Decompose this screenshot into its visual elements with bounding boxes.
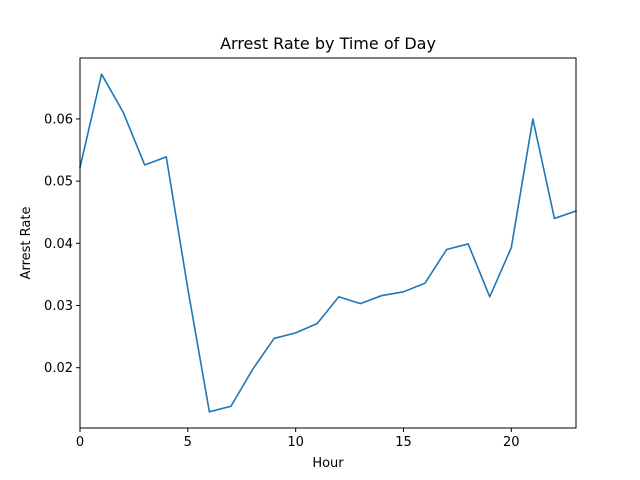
y-tick-label: 0.03	[44, 299, 73, 314]
chart-title: Arrest Rate by Time of Day	[220, 34, 436, 53]
x-tick-label: 20	[503, 435, 520, 450]
x-tick-label: 15	[395, 435, 412, 450]
series-line-0	[79, 73, 578, 413]
x-axis-label: Hour	[312, 456, 344, 471]
y-tick-label: 0.05	[44, 175, 73, 190]
plot-area	[80, 58, 576, 428]
x-axis: 0 5 10 15 20	[76, 428, 520, 450]
series-layer	[79, 73, 578, 413]
y-tick-label: 0.06	[44, 112, 73, 127]
x-tick-label: 5	[184, 435, 192, 450]
y-axis-label: Arrest Rate	[19, 207, 34, 280]
y-tick-label: 0.02	[44, 361, 73, 376]
x-tick-label: 0	[76, 435, 84, 450]
x-tick-label: 10	[287, 435, 304, 450]
y-axis: 0.02 0.03 0.04 0.05 0.06	[44, 112, 80, 376]
y-tick-label: 0.04	[44, 237, 73, 252]
